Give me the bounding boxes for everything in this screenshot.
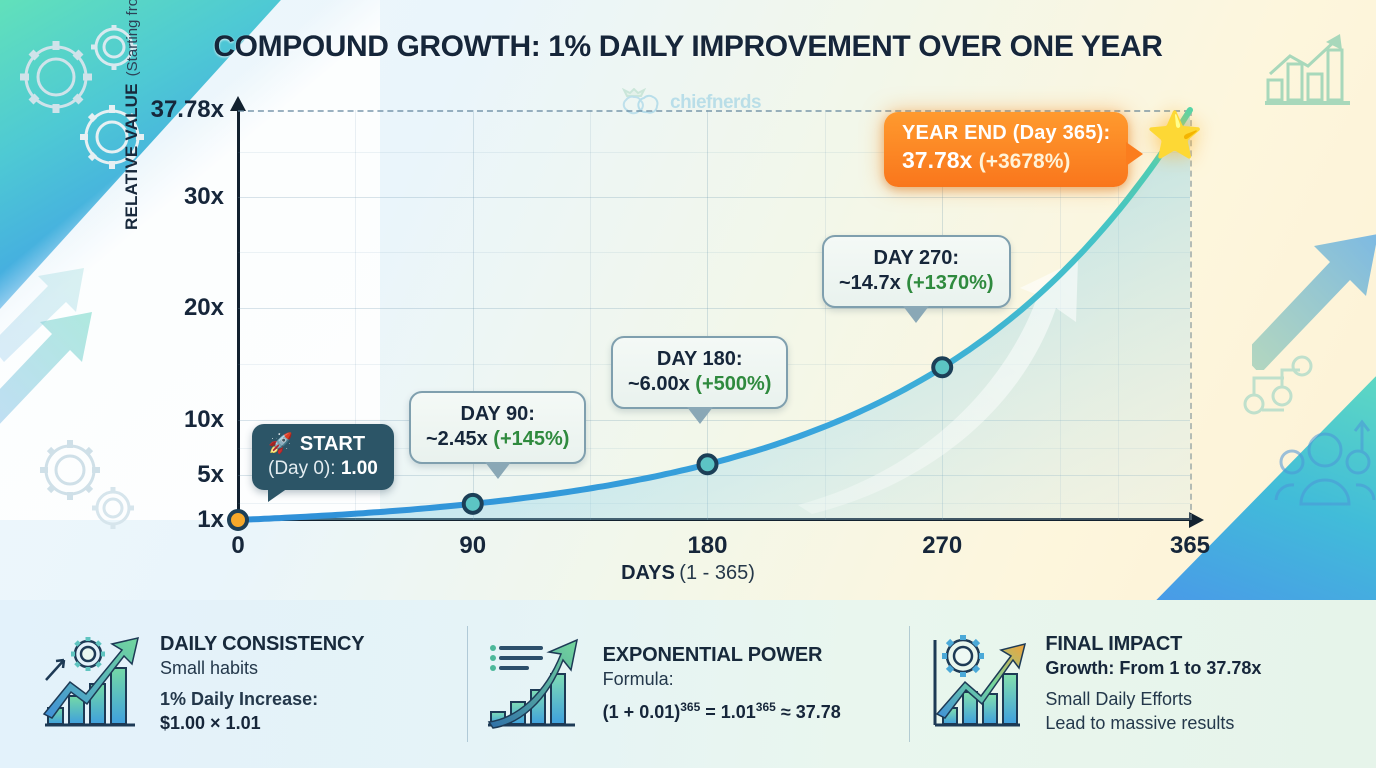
x-axis-title-main: DAYS (621, 562, 675, 584)
annotation-day90-tail (484, 462, 511, 479)
panel-daily-consistency: DAILY CONSISTENCY Small habits 1% Daily … (24, 618, 467, 750)
annotation-day270[interactable]: DAY 270: ~14.7x (+1370%) (822, 235, 1011, 323)
annotation-year-end-line2: 37.78x (+3678%) (902, 147, 1071, 174)
growth-chart-gear-icon (42, 636, 140, 727)
gridline-dashed-max (238, 110, 1190, 112)
annotation-day90-line2: ~2.45x (+145%) (426, 428, 570, 450)
x-tick-label: 0 (231, 532, 245, 559)
annotation-day180-tail (686, 407, 713, 424)
y-tick-label: 10x (183, 405, 224, 433)
annotation-year-end-tail (1126, 142, 1144, 166)
brain-crown-logo-icon (621, 88, 659, 115)
y-axis-arrowhead (230, 96, 246, 111)
y-axis-line (237, 110, 240, 522)
annotation-day270-pct: (+1370%) (906, 272, 994, 294)
impact-gear-arrow-icon (933, 635, 1027, 727)
x-axis-title-sub: (1 - 365) (679, 562, 755, 584)
data-point-marker[interactable] (461, 492, 484, 515)
watermark: chiefnerds (618, 88, 762, 118)
annotation-day90-line1: DAY 90: (460, 403, 535, 425)
annotation-day270-line2: ~14.7x (+1370%) (839, 272, 994, 294)
annotation-start-line2: (Day 0): 1.00 (268, 458, 378, 479)
annotation-year-end-line1: YEAR END (Day 365): (902, 122, 1111, 144)
rocket-icon: 🚀 (268, 433, 293, 455)
annotation-start-tail (268, 487, 288, 502)
annotation-day90-pct: (+145%) (493, 428, 570, 450)
y-axis-title-sub: (Starting from 1.00) (124, 0, 141, 77)
annotation-day180-line2: ~6.00x (+500%) (628, 373, 772, 395)
x-axis-arrowhead (1189, 512, 1204, 528)
panel-final-impact-sub3: Lead to massive results (1045, 712, 1235, 733)
annotation-day270-line1: DAY 270: (873, 247, 960, 269)
data-point-marker[interactable] (931, 356, 954, 379)
gridline-vertical (942, 110, 944, 520)
panel-exponential-power-sub1: Formula: (602, 669, 674, 690)
panel-daily-consistency-sub2: 1% Daily Increase: (160, 689, 319, 710)
exponential-curve-icon (487, 638, 578, 729)
panel-final-impact-text: FINAL IMPACT Growth: From 1 to 37.78x Sm… (1045, 633, 1261, 735)
gridline-horizontal (238, 308, 1190, 310)
panel-daily-consistency-title: DAILY CONSISTENCY (160, 632, 365, 655)
watermark-text: chiefnerds (670, 92, 762, 113)
summary-panels: DAILY CONSISTENCY Small habits 1% Daily … (0, 600, 1376, 768)
panel-exponential-power-title: EXPONENTIAL POWER (602, 644, 823, 667)
x-tick-label: 180 (687, 532, 728, 559)
panel-final-impact-sub1: Growth: From 1 to 37.78x (1045, 657, 1262, 678)
growth-curve (227, 107, 1193, 531)
gridline-vertical-minor (824, 110, 826, 520)
panel-exponential-power-formula: (1 + 0.01)365 = 1.01365 ≈ 37.78 (602, 699, 841, 722)
annotation-day90[interactable]: DAY 90: ~2.45x (+145%) (409, 391, 587, 479)
x-axis-title: DAYS (1 - 365) (0, 562, 1376, 585)
annotation-start[interactable]: 🚀 START (Day 0): 1.00 (252, 424, 394, 502)
y-tick-label: 30x (183, 182, 224, 210)
y-tick-label: 5x (197, 461, 224, 489)
gridline-horizontal (238, 196, 1190, 198)
annotation-start-line1: 🚀 START (268, 433, 366, 455)
panel-exponential-power: EXPONENTIAL POWER Formula: (1 + 0.01)365… (466, 618, 910, 750)
panel-final-impact: FINAL IMPACT Growth: From 1 to 37.78x Sm… (909, 618, 1352, 750)
panel-daily-consistency-sub1: Small habits (160, 657, 259, 678)
gridline-horizontal (238, 419, 1190, 421)
gridline-vertical (707, 110, 709, 520)
panel-final-impact-title: FINAL IMPACT (1045, 632, 1183, 655)
star-icon-endpoint: ⭐ (1146, 109, 1204, 161)
y-tick-label: 1x (197, 506, 224, 533)
gridline-vertical-minor (590, 110, 592, 520)
gridline-horizontal-minor (238, 447, 1190, 449)
data-point-marker[interactable] (696, 453, 719, 476)
annotation-day180[interactable]: DAY 180: ~6.00x (+500%) (611, 336, 789, 424)
gridline-horizontal-minor (238, 252, 1190, 254)
gridline-dashed-end (1190, 110, 1192, 520)
panel-daily-consistency-text: DAILY CONSISTENCY Small habits 1% Daily … (160, 632, 365, 735)
x-tick-label: 90 (459, 532, 487, 559)
y-axis-title-main: RELATIVE VALUE (122, 83, 141, 230)
page-title: COMPOUND GROWTH: 1% DAILY IMPROVEMENT OV… (213, 30, 1163, 63)
y-tick-label: 37.78x (150, 96, 224, 123)
annotation-year-end-pct: (+3678%) (978, 150, 1071, 174)
y-tick-label: 20x (183, 294, 224, 322)
panel-daily-consistency-sub3: $1.00 × 1.01 (160, 712, 261, 733)
data-point-marker[interactable] (227, 509, 249, 531)
annotation-day270-tail (903, 306, 930, 323)
annotation-year-end[interactable]: YEAR END (Day 365): 37.78x (+3678%) (884, 112, 1144, 187)
chart-plot-area: 1x 5x 10x 20x 30x 37.78x 0 90 180 270 365 (151, 96, 1210, 559)
annotation-day180-pct: (+500%) (695, 373, 772, 395)
gridline-horizontal-minor (238, 152, 1190, 154)
gridline-vertical-minor (355, 110, 357, 520)
y-axis-title: RELATIVE VALUE (Starting from 1.00) (122, 0, 142, 230)
annotation-day180-line1: DAY 180: (656, 348, 743, 370)
x-tick-label: 365 (1169, 532, 1211, 559)
gridline-vertical (472, 110, 474, 520)
panel-exponential-power-text: EXPONENTIAL POWER Formula: (1 + 0.01)365… (603, 644, 841, 724)
x-tick-label: 270 (922, 532, 963, 559)
panel-final-impact-sub2: Small Daily Efforts (1045, 689, 1193, 710)
background-bottom-strip (0, 600, 1376, 768)
